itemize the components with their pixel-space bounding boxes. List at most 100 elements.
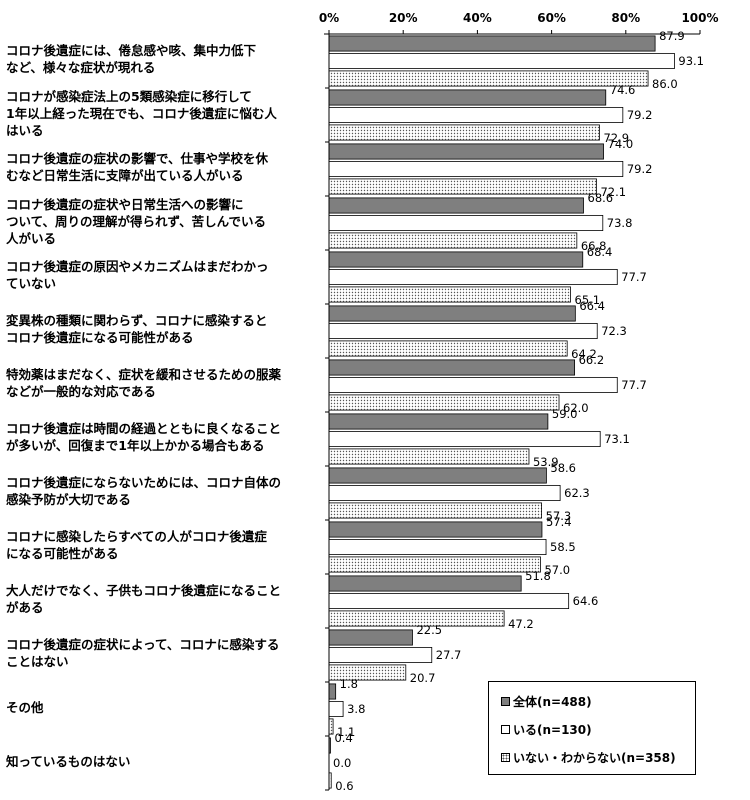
bar-series-1-cat-11 <box>328 647 433 664</box>
value-label: 1.8 <box>340 677 358 691</box>
legend-swatch-yes <box>501 724 510 734</box>
bar-series-2-cat-6 <box>328 394 560 411</box>
category-label: コロナ後遺症には、倦怠感や咳、集中力低下 など、様々な症状が現れる <box>6 43 257 75</box>
bar-series-2-cat-0 <box>328 70 649 87</box>
category-label: コロナ後遺症の症状の影響で、仕事や学校を休 むなど日常生活に支障が出ている人がい… <box>6 151 269 183</box>
legend-label-all: 全体(n=488) <box>513 694 592 709</box>
bar-series-2-cat-2 <box>328 178 597 195</box>
bar-series-1-cat-5 <box>328 322 598 339</box>
bar-series-2-cat-9 <box>328 556 541 573</box>
bar-series-0-cat-5 <box>328 305 576 322</box>
category-label: コロナ後遺症の症状によって、コロナに感染する ことはない <box>6 637 280 669</box>
bar-series-1-cat-12 <box>328 701 344 718</box>
value-label: 57.0 <box>544 563 570 577</box>
legend-label-yes: いる(n=130) <box>513 722 592 737</box>
bar-series-1-cat-4 <box>328 268 618 285</box>
value-label: 62.0 <box>563 401 589 415</box>
value-label: 47.2 <box>508 617 534 631</box>
value-label: 79.2 <box>627 108 653 122</box>
value-label: 93.1 <box>678 54 704 68</box>
value-label: 22.5 <box>416 623 442 637</box>
bar-series-2-cat-7 <box>328 448 530 465</box>
value-label: 64.6 <box>573 594 599 608</box>
value-label: 0.6 <box>335 779 353 793</box>
value-label: 72.1 <box>600 185 626 199</box>
bar-series-1-cat-6 <box>328 376 618 393</box>
value-label: 51.8 <box>525 569 551 583</box>
value-label: 77.7 <box>621 270 647 284</box>
category-label: コロナ後遺症の症状や日常生活への影響に ついて、周りの理解が得られず、苦しんでい… <box>6 196 267 246</box>
bar-series-1-cat-8 <box>328 484 561 501</box>
category-label: 変異株の種類に関わらず、コロナに感染すると コロナ後遺症になる可能性がある <box>6 313 268 345</box>
value-label: 73.1 <box>604 432 630 446</box>
value-label: 66.4 <box>579 299 605 313</box>
value-label: 74.0 <box>608 137 634 151</box>
bar-series-1-cat-9 <box>328 539 547 556</box>
category-label: 大人だけでなく、子供もコロナ後遺症になること がある <box>6 583 282 615</box>
legend: 全体(n=488) いる(n=130) いない・わからない(n=358) <box>488 681 696 775</box>
category-label: コロナ後遺症は時間の経過とともに良くなること が多いが、回復まで1年以上かかる場… <box>6 421 282 453</box>
value-label: 57.4 <box>546 515 572 529</box>
value-label: 72.3 <box>601 324 627 338</box>
bar-series-1-cat-2 <box>328 160 624 177</box>
x-tick-label: 20% <box>389 11 418 25</box>
value-label: 68.4 <box>587 245 613 259</box>
value-label: 59.0 <box>552 407 578 421</box>
bar-series-0-cat-7 <box>328 413 549 430</box>
bar-series-1-cat-7 <box>328 430 601 447</box>
bar-series-2-cat-4 <box>328 286 571 303</box>
value-label: 3.8 <box>347 702 365 716</box>
value-label: 58.6 <box>550 461 576 475</box>
bar-series-0-cat-3 <box>328 197 584 214</box>
value-label: 86.0 <box>652 77 678 91</box>
bar-series-0-cat-1 <box>328 89 607 106</box>
value-label: 74.6 <box>610 83 636 97</box>
value-label: 72.9 <box>603 131 629 145</box>
bar-series-0-cat-8 <box>328 467 547 484</box>
category-label: コロナ後遺症の原因やメカニズムはまだわかっ ていない <box>6 259 269 291</box>
legend-item-all: 全体(n=488) <box>501 694 592 709</box>
value-label: 68.6 <box>588 191 614 205</box>
value-label: 79.2 <box>627 162 653 176</box>
value-label: 27.7 <box>436 648 462 662</box>
bar-series-0-cat-0 <box>328 35 656 52</box>
x-tick-label: 0% <box>319 11 339 25</box>
bar-series-2-cat-8 <box>328 502 542 519</box>
value-label: 64.2 <box>571 347 597 361</box>
legend-label-no: いない・わからない(n=358) <box>513 750 676 765</box>
bar-series-2-cat-12 <box>328 718 334 735</box>
category-label: 知っているものはない <box>6 753 131 769</box>
bar-series-0-cat-2 <box>328 143 604 160</box>
bar-series-1-cat-1 <box>328 107 624 124</box>
bar-series-1-cat-10 <box>328 593 570 610</box>
value-label: 1.1 <box>337 725 355 739</box>
value-label: 53.9 <box>533 455 559 469</box>
bar-series-0-cat-11 <box>328 629 413 646</box>
value-label: 62.3 <box>564 486 590 500</box>
bar-series-1-cat-0 <box>328 53 675 70</box>
bar-series-0-cat-9 <box>328 521 543 538</box>
category-label: コロナ後遺症にならないためには、コロナ自体の 感染予防が大切である <box>6 475 282 507</box>
legend-item-yes: いる(n=130) <box>501 722 592 737</box>
bar-series-2-cat-3 <box>328 232 578 249</box>
value-label: 87.9 <box>659 29 685 43</box>
x-tick-label: 100% <box>681 11 718 25</box>
bar-series-2-cat-1 <box>328 124 600 141</box>
bar-series-0-cat-6 <box>328 359 576 376</box>
legend-item-no: いない・わからない(n=358) <box>501 750 676 765</box>
x-tick-label: 80% <box>611 11 640 25</box>
category-label: その他 <box>6 699 44 715</box>
value-label: 77.7 <box>621 378 647 392</box>
value-label: 57.3 <box>546 509 572 523</box>
bar-series-0-cat-10 <box>328 575 522 592</box>
value-label: 66.2 <box>579 353 605 367</box>
category-label: コロナに感染したらすべての人がコロナ後遺症 になる可能性がある <box>6 529 267 561</box>
legend-swatch-no <box>501 752 510 762</box>
x-tick-label: 60% <box>537 11 566 25</box>
value-label: 0.4 <box>334 731 352 745</box>
value-label: 73.8 <box>607 216 633 230</box>
bar-series-2-cat-5 <box>328 340 568 357</box>
bar-series-1-cat-3 <box>328 214 604 231</box>
legend-swatch-all <box>501 696 510 706</box>
